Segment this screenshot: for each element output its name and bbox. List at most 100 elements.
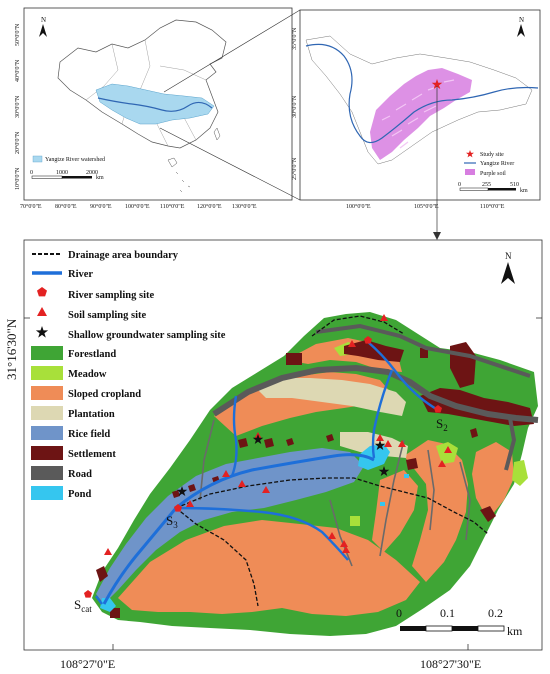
china-lon-120: 120°0'0"E bbox=[197, 203, 222, 210]
main-scale-0: 0 bbox=[396, 606, 402, 620]
site-label-s2: S2 bbox=[436, 416, 448, 433]
china-scale-1000: 1000 bbox=[56, 170, 68, 176]
main-river bbox=[102, 453, 375, 605]
basin-scale-0: 0 bbox=[458, 182, 461, 188]
basin-lon-110: 110°0'0"E bbox=[480, 203, 505, 210]
china-scale-2000: 2000 bbox=[86, 170, 98, 176]
yangtze-river-line bbox=[97, 97, 213, 112]
yangtze-watershed-fill bbox=[95, 83, 215, 125]
basin-scale-510: 510 bbox=[510, 182, 519, 188]
hainan-island bbox=[167, 157, 178, 168]
legend-label-meadow: Meadow bbox=[68, 369, 107, 380]
legend-label-road: Road bbox=[68, 469, 92, 480]
china-north-arrow-icon bbox=[39, 24, 47, 37]
settlement-south bbox=[480, 506, 496, 522]
basin-lon-100: 100°0'0"E bbox=[346, 203, 371, 210]
china-lat-20: 20°0'0"N bbox=[14, 131, 21, 154]
legend-triangle-icon bbox=[37, 307, 47, 316]
main-map: 31°16'30"N 108°27'0"E 108°27'30"E bbox=[4, 239, 543, 671]
basin-legend-river: Yangtze River bbox=[480, 161, 514, 167]
china-lat-30: 30°0'0"N bbox=[14, 95, 21, 118]
main-legend: Drainage area boundary River River sampl… bbox=[31, 250, 226, 500]
china-lon-70: 70°0'0"E bbox=[20, 203, 42, 210]
china-lat-10: 10°0'0"N bbox=[14, 167, 21, 190]
legend-pentagon-icon bbox=[36, 287, 47, 297]
river-site-s2-icon bbox=[434, 405, 442, 413]
basin-scale-unit: km bbox=[520, 188, 528, 194]
settlement-west-1 bbox=[286, 353, 302, 365]
meadow-area-3 bbox=[512, 460, 528, 486]
river-sw-branch bbox=[95, 595, 103, 605]
legend-label-river-site: River sampling site bbox=[68, 290, 154, 301]
basin-lat-25: 25°0'0"N bbox=[291, 157, 298, 180]
legend-label-plantation: Plantation bbox=[68, 409, 115, 420]
rice-field-area bbox=[96, 448, 364, 604]
main-north-letter: N bbox=[505, 251, 512, 261]
china-lat-40: 40°0'0"N bbox=[14, 59, 21, 82]
china-lon-130: 130°0'0"E bbox=[232, 203, 257, 210]
legend-label-pond: Pond bbox=[68, 489, 92, 500]
basin-yangtze-river bbox=[305, 43, 539, 144]
cropland-southeast bbox=[472, 442, 514, 520]
china-scale-unit: km bbox=[96, 175, 104, 181]
china-scale-0: 0 bbox=[30, 170, 33, 176]
legend-label-sloped-cropland: Sloped cropland bbox=[68, 389, 141, 400]
site-label-scat: Scat bbox=[74, 597, 92, 614]
basin-lat-35: 35°0'0"N bbox=[291, 27, 298, 50]
settlement-scat-2 bbox=[110, 608, 120, 618]
main-scale-01: 0.1 bbox=[440, 606, 455, 620]
china-lat-50: 50°0'0"N bbox=[14, 23, 21, 46]
basin-scale-255: 255 bbox=[482, 182, 491, 188]
plantation-area bbox=[256, 378, 406, 416]
china-lon-110: 110°0'0"E bbox=[160, 203, 185, 210]
basin-north-letter: N bbox=[519, 16, 524, 24]
river-site-s3-icon bbox=[174, 504, 182, 512]
main-scale-unit: km bbox=[507, 624, 523, 638]
basin-study-site-icon bbox=[431, 79, 443, 90]
road-east bbox=[504, 417, 517, 471]
basin-inset: 35°0'0"N 30°0'0"N 25°0'0"N 100°0'0"E 105… bbox=[291, 9, 541, 240]
legend-label-forestland: Forestland bbox=[68, 349, 116, 360]
basin-lon-105: 105°0'0"E bbox=[414, 203, 439, 210]
settlement-north bbox=[344, 340, 404, 362]
purple-soil-texture bbox=[381, 79, 455, 149]
settlement-west-2 bbox=[420, 348, 428, 358]
china-north-letter: N bbox=[41, 16, 46, 24]
river-north-branch-2 bbox=[371, 369, 394, 459]
legend-label-soil-site: Soil sampling site bbox=[68, 310, 147, 321]
river-site-scat-icon bbox=[84, 590, 92, 598]
meadow-area-4 bbox=[350, 516, 360, 526]
china-legend-swatch bbox=[32, 155, 43, 163]
pond-small bbox=[380, 502, 385, 506]
basin-lat-30: 30°0'0"N bbox=[291, 95, 298, 118]
china-inset: 50°0'0"N 40°0'0"N 30°0'0"N 20°0'0"N 10°0… bbox=[14, 7, 301, 210]
legend-star-icon bbox=[35, 326, 49, 338]
purple-soil-area bbox=[370, 68, 472, 160]
china-lon-80: 80°0'0"E bbox=[55, 203, 77, 210]
settlement-small-row bbox=[172, 428, 478, 498]
pond-small-2 bbox=[404, 474, 409, 478]
connector-lines bbox=[159, 9, 301, 201]
river-site-north-icon bbox=[364, 336, 372, 344]
legend-label-groundwater-site: Shallow groundwater sampling site bbox=[68, 330, 226, 341]
study-site-leader-arrow-icon bbox=[433, 232, 441, 240]
basin-legend-site: Study site bbox=[480, 152, 504, 158]
legend-label-river: River bbox=[68, 269, 93, 280]
main-north-arrow-icon bbox=[501, 262, 515, 284]
main-scale-02: 0.2 bbox=[488, 606, 503, 620]
road-thin bbox=[199, 419, 471, 567]
main-lon-label-west: 108°27'0"E bbox=[60, 657, 115, 671]
drainage-boundary bbox=[175, 315, 489, 607]
south-sea-islands bbox=[175, 171, 191, 193]
china-legend-label: Yangtze River watershed bbox=[45, 157, 105, 163]
river-west-branch bbox=[230, 395, 238, 477]
legend-label-settlement: Settlement bbox=[68, 449, 116, 460]
legend-study-site-icon bbox=[466, 150, 474, 158]
river-south-branch bbox=[175, 506, 349, 561]
road-north bbox=[315, 323, 531, 378]
site-label-s3: S3 bbox=[166, 513, 178, 530]
basin-north-arrow-icon bbox=[517, 24, 525, 37]
china-lon-90: 90°0'0"E bbox=[90, 203, 112, 210]
basin-legend-soil: Purple soil bbox=[480, 171, 506, 177]
